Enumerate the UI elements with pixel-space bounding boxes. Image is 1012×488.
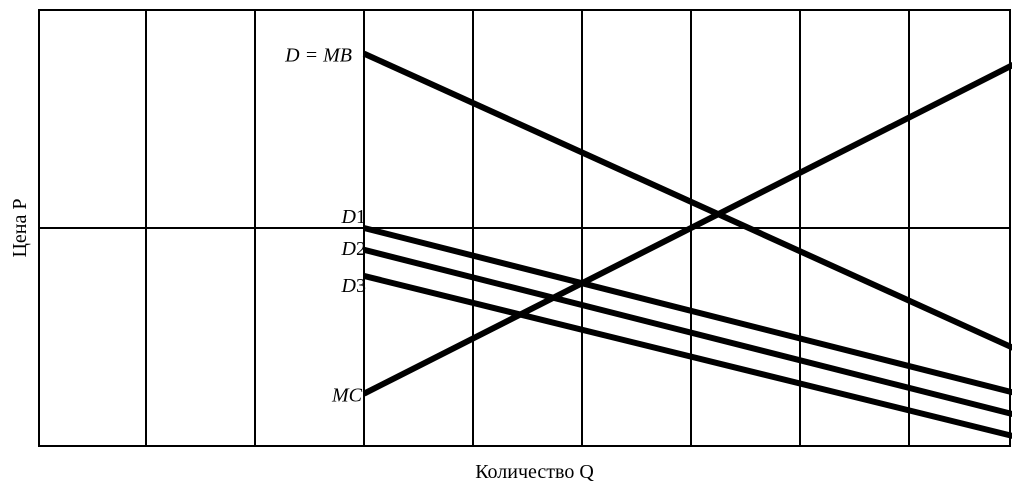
series-line-mc <box>362 61 1012 397</box>
series-label: D1 <box>341 206 366 228</box>
series-line-d2 <box>363 246 1012 418</box>
series-label: D3 <box>341 275 366 297</box>
series-labels: D = MB MC D1 D2 D3 <box>284 45 366 407</box>
series-label: D2 <box>341 238 366 260</box>
series-line-d3 <box>363 273 1012 439</box>
series-line-d1 <box>363 225 1012 396</box>
grid <box>39 10 1010 446</box>
x-axis-title: Количество Q <box>475 461 594 483</box>
plot-frame <box>38 9 1011 447</box>
series-line-dmb <box>362 50 1012 351</box>
series-label: MC <box>331 385 363 407</box>
series-layer <box>362 50 1012 439</box>
series-label: D = MB <box>284 45 352 67</box>
y-axis-title: Цена P <box>9 198 31 257</box>
